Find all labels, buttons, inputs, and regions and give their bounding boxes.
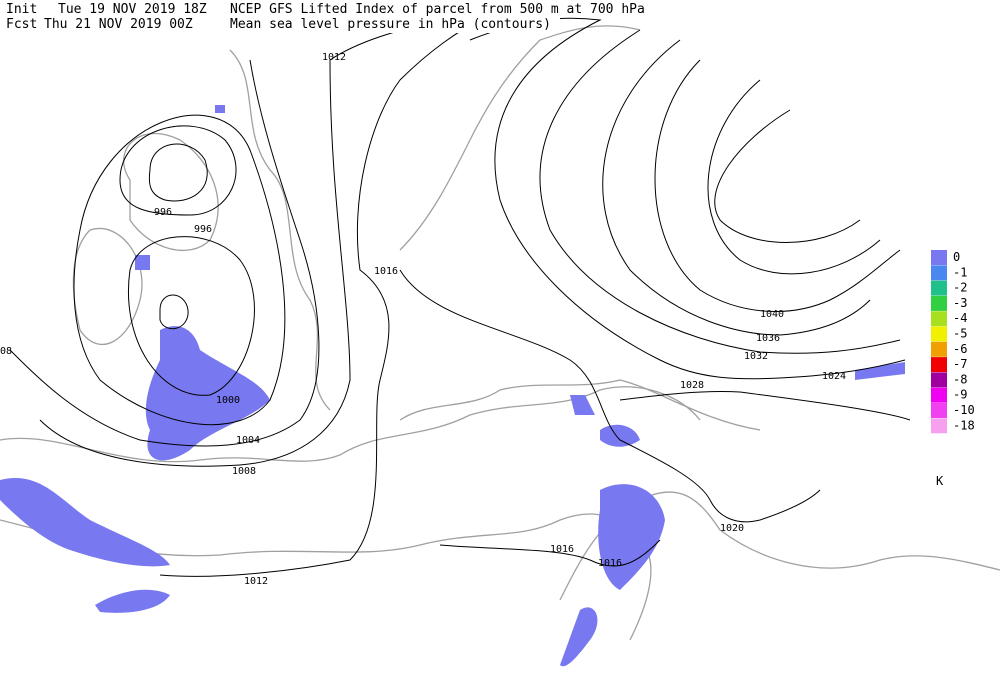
- coastline: [399, 25, 641, 251]
- li-area: [0, 478, 170, 567]
- contour-label: 1012: [244, 576, 268, 587]
- coastline: [72, 227, 143, 345]
- contour-label: 1012: [322, 52, 346, 63]
- contour-label: 08: [0, 346, 12, 357]
- title: NCEP GFS Lifted Index of parcel from 500…: [230, 2, 645, 17]
- legend-swatch: [931, 250, 947, 265]
- legend-swatch: [931, 280, 947, 296]
- contour-label: 1016: [550, 544, 574, 555]
- legend-label: -3: [953, 296, 967, 310]
- contour-label: 1008: [232, 466, 256, 477]
- contour-label: 1028: [680, 380, 704, 391]
- isobar: [128, 236, 255, 396]
- isobar: [602, 39, 871, 336]
- coastline: [0, 386, 701, 463]
- legend-label: -10: [953, 403, 975, 417]
- isobar: [714, 109, 861, 243]
- isobar: [9, 59, 320, 447]
- li-area: [600, 424, 640, 447]
- legend-label: -9: [953, 388, 967, 402]
- contour-label: 996: [154, 207, 172, 218]
- header: Init Tue 19 NOV 2019 18Z NCEP GFS Lifted…: [0, 0, 645, 33]
- isobar: [39, 59, 351, 467]
- li-area: [598, 484, 665, 590]
- legend-swatch: [931, 372, 947, 388]
- isobar: [619, 391, 911, 421]
- li-area: [560, 607, 598, 667]
- contour-label: 1000: [216, 395, 240, 406]
- init-label: Init: [6, 2, 37, 17]
- li-area: [570, 395, 595, 415]
- isobar-labels: 1012 996 996 1016 1000 1004 1008 1012 10…: [0, 52, 846, 587]
- legend-label: -4: [953, 311, 967, 325]
- contour-label: 1016: [598, 558, 622, 569]
- isobar: [119, 125, 237, 216]
- isobar: [707, 79, 881, 275]
- legend-label: -7: [953, 357, 967, 371]
- fcst-time: Thu 21 NOV 2019 00Z: [44, 17, 193, 32]
- isobar: [148, 143, 208, 202]
- legend-swatch: [931, 341, 947, 357]
- subtitle: Mean sea level pressure in hPa (contours…: [230, 17, 551, 32]
- legend-label: -8: [953, 372, 967, 386]
- legend-swatch: [931, 326, 947, 342]
- contour-label: 1024: [822, 371, 846, 382]
- lifted-index-areas: [0, 105, 905, 667]
- legend-unit: K: [936, 474, 944, 488]
- legend-label: -18: [953, 418, 975, 432]
- fcst-label: Fcst: [6, 17, 37, 32]
- contour-label: 1016: [374, 266, 398, 277]
- isobars: [9, 17, 911, 577]
- legend-swatch: [931, 387, 947, 403]
- contour-label: 1036: [756, 333, 780, 344]
- legend-swatch: [931, 311, 947, 327]
- legend-label: -5: [953, 327, 967, 341]
- isobar: [469, 17, 906, 380]
- contour-label: 1040: [760, 309, 784, 320]
- isobar: [654, 59, 901, 312]
- coastline: [399, 379, 761, 431]
- isobar: [399, 269, 821, 523]
- legend-label: -6: [953, 342, 967, 356]
- contour-label: 996: [194, 224, 212, 235]
- legend-label: 0: [953, 250, 960, 264]
- li-area: [135, 255, 150, 270]
- isobar: [159, 294, 189, 330]
- legend-swatch: [931, 357, 947, 373]
- legend: K 0-1 -2-3-4 -5-6-7-8 -9-10-18: [931, 250, 975, 488]
- legend-label: -2: [953, 281, 967, 295]
- legend-swatch: [931, 403, 947, 418]
- legend-swatch: [931, 265, 947, 281]
- li-area: [855, 362, 905, 380]
- init-time: Tue 19 NOV 2019 18Z: [58, 2, 207, 17]
- contour-label: 1032: [744, 351, 768, 362]
- legend-label: -1: [953, 265, 967, 279]
- li-area: [95, 589, 170, 613]
- li-area: [215, 105, 225, 113]
- coastline: [229, 49, 331, 411]
- isobar: [539, 29, 901, 354]
- contour-label: 1004: [236, 435, 260, 446]
- isobar: [73, 114, 286, 426]
- li-area: [145, 326, 270, 461]
- legend-swatch: [931, 295, 947, 311]
- isobar: [159, 19, 481, 577]
- contour-label: 1020: [720, 523, 744, 534]
- coastline: [123, 132, 219, 252]
- header-background: [0, 0, 560, 33]
- isobar: [439, 539, 661, 567]
- legend-swatch: [931, 418, 947, 434]
